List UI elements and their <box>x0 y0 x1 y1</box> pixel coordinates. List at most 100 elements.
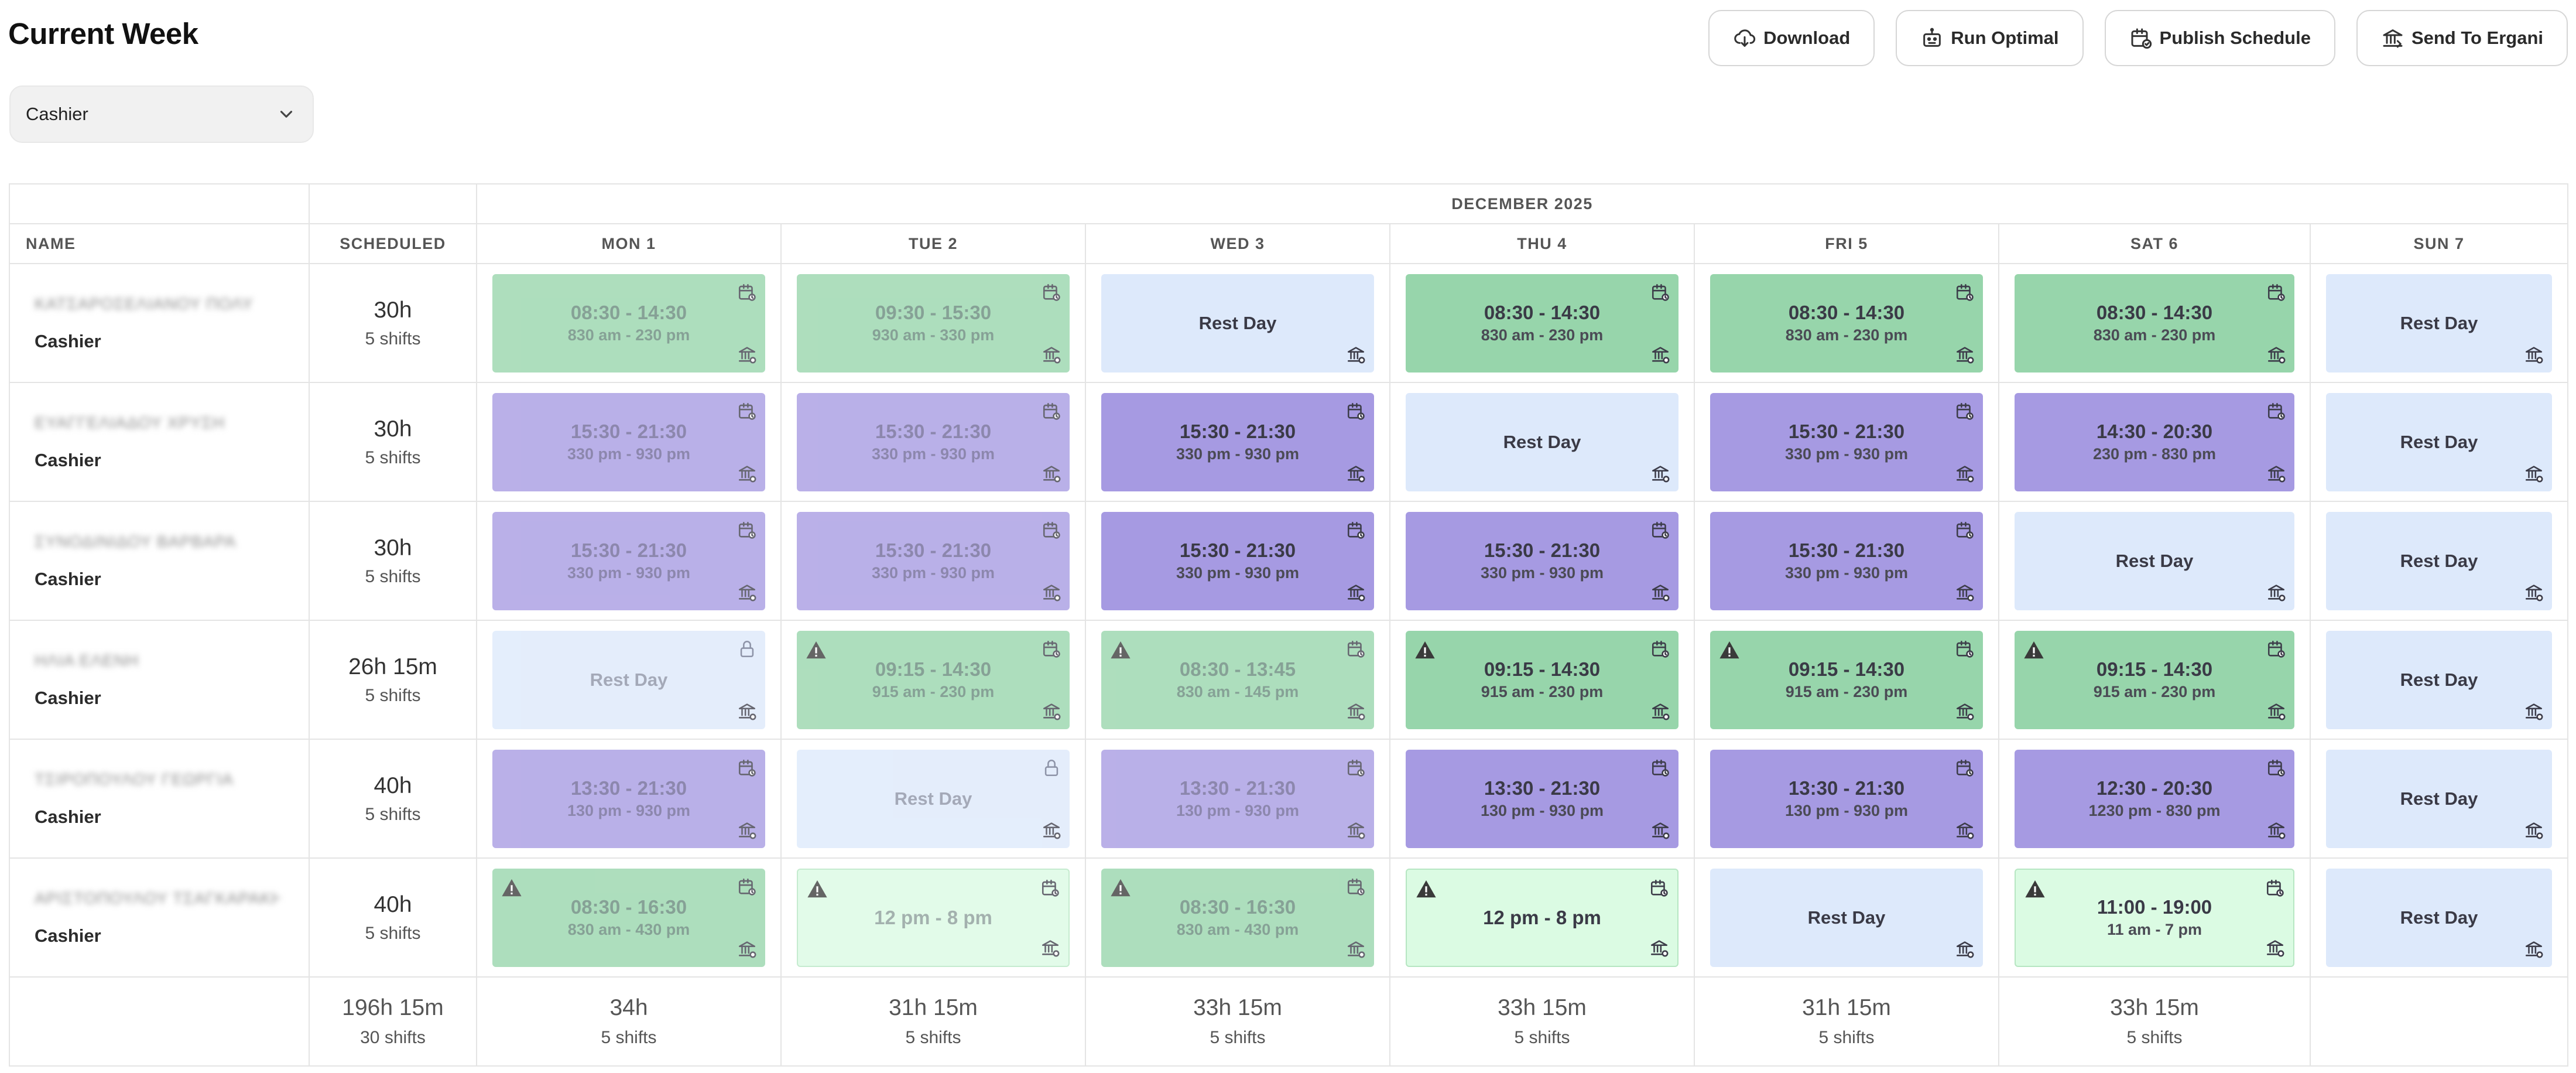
bank-icon[interactable] <box>2266 463 2286 483</box>
bank-icon[interactable] <box>1346 820 1366 840</box>
warning-icon[interactable] <box>1415 878 1437 900</box>
shift-card[interactable]: 15:30 - 21:30 330 pm - 930 pm <box>1710 392 1983 491</box>
bank-icon[interactable] <box>1346 701 1366 721</box>
calendar-clock-icon[interactable] <box>1346 401 1366 421</box>
bank-icon[interactable] <box>737 701 757 721</box>
bank-icon[interactable] <box>1955 463 1975 483</box>
calendar-clock-icon[interactable] <box>1042 282 1061 302</box>
bank-icon[interactable] <box>1040 938 1060 958</box>
warning-icon[interactable] <box>2024 878 2046 900</box>
shift-card[interactable]: 15:30 - 21:30 330 pm - 930 pm <box>1406 511 1678 610</box>
bank-icon[interactable] <box>1955 701 1975 721</box>
shift-card[interactable]: 15:30 - 21:30 330 pm - 930 pm <box>797 392 1070 491</box>
shift-card[interactable]: 09:15 - 14:30 915 am - 230 pm <box>797 630 1070 729</box>
calendar-clock-icon[interactable] <box>1346 758 1366 778</box>
warning-icon[interactable] <box>1414 639 1436 661</box>
shift-card[interactable]: 15:30 - 21:30 330 pm - 930 pm <box>492 511 765 610</box>
calendar-clock-icon[interactable] <box>1649 878 1669 898</box>
calendar-clock-icon[interactable] <box>2266 401 2286 421</box>
bank-icon[interactable] <box>737 939 757 959</box>
rest-day-card[interactable]: Rest Day <box>492 630 765 729</box>
rest-day-card[interactable]: Rest Day <box>2326 511 2552 610</box>
send-to-ergani-button[interactable]: Send To Ergani <box>2356 10 2568 66</box>
bank-icon[interactable] <box>1650 701 1670 721</box>
rest-day-card[interactable]: Rest Day <box>1101 274 1374 373</box>
bank-icon[interactable] <box>2265 938 2285 958</box>
shift-card[interactable]: 15:30 - 21:30 330 pm - 930 pm <box>492 392 765 491</box>
bank-icon[interactable] <box>1955 939 1975 959</box>
rest-day-card[interactable]: Rest Day <box>797 749 1070 848</box>
bank-icon[interactable] <box>1650 582 1670 602</box>
calendar-clock-icon[interactable] <box>2265 878 2285 898</box>
rest-day-card[interactable]: Rest Day <box>2326 274 2552 373</box>
calendar-clock-icon[interactable] <box>1346 520 1366 540</box>
bank-icon[interactable] <box>1650 344 1670 364</box>
calendar-clock-icon[interactable] <box>737 877 757 897</box>
lock-icon[interactable] <box>1042 758 1061 778</box>
bank-icon[interactable] <box>2524 344 2544 364</box>
bank-icon[interactable] <box>1042 463 1061 483</box>
bank-icon[interactable] <box>2524 463 2544 483</box>
bank-icon[interactable] <box>737 820 757 840</box>
calendar-clock-icon[interactable] <box>1650 282 1670 302</box>
bank-icon[interactable] <box>1650 463 1670 483</box>
calendar-clock-icon[interactable] <box>1042 639 1061 659</box>
calendar-clock-icon[interactable] <box>1955 282 1975 302</box>
shift-card[interactable]: 15:30 - 21:30 330 pm - 930 pm <box>1101 511 1374 610</box>
warning-icon[interactable] <box>806 878 828 900</box>
bank-icon[interactable] <box>1346 939 1366 959</box>
rest-day-card[interactable]: Rest Day <box>2015 511 2294 610</box>
shift-card[interactable]: 08:30 - 16:30 830 am - 430 pm <box>1101 868 1374 967</box>
bank-icon[interactable] <box>2266 344 2286 364</box>
download-button[interactable]: Download <box>1708 10 1875 66</box>
calendar-clock-icon[interactable] <box>1346 877 1366 897</box>
bank-icon[interactable] <box>1042 582 1061 602</box>
shift-card[interactable]: 13:30 - 21:30 130 pm - 930 pm <box>1406 749 1678 848</box>
calendar-clock-icon[interactable] <box>737 282 757 302</box>
position-select[interactable]: Cashier <box>9 86 314 143</box>
bank-icon[interactable] <box>2524 939 2544 959</box>
calendar-clock-icon[interactable] <box>1955 401 1975 421</box>
employee-cell[interactable]: ΣΥΝΟΔΙΝΙΔΟΥ ΒΑΡΒΑΡΑ Cashier <box>9 501 310 621</box>
calendar-clock-icon[interactable] <box>1042 401 1061 421</box>
employee-cell[interactable]: ΕΥΑΓΓΕΛΙΑΔΟΥ ΧΡΥΣΗ Cashier <box>9 382 310 502</box>
shift-card[interactable]: 14:30 - 20:30 230 pm - 830 pm <box>2015 392 2294 491</box>
shift-card[interactable]: 15:30 - 21:30 330 pm - 930 pm <box>797 511 1070 610</box>
shift-card[interactable]: 09:15 - 14:30 915 am - 230 pm <box>1710 630 1983 729</box>
shift-card[interactable]: 13:30 - 21:30 130 pm - 930 pm <box>1710 749 1983 848</box>
bank-icon[interactable] <box>1042 701 1061 721</box>
employee-cell[interactable]: ΚΑΤΣΑΡΟΣΕΛΙΑΝΟΥ ΠΟΛΥ Cashier <box>9 263 310 383</box>
calendar-clock-icon[interactable] <box>737 401 757 421</box>
shift-card[interactable]: 13:30 - 21:30 130 pm - 930 pm <box>492 749 765 848</box>
shift-card[interactable]: 15:30 - 21:30 330 pm - 930 pm <box>1710 511 1983 610</box>
shift-card[interactable]: 08:30 - 14:30 830 am - 230 pm <box>492 274 765 373</box>
calendar-clock-icon[interactable] <box>737 520 757 540</box>
bank-icon[interactable] <box>2524 582 2544 602</box>
calendar-clock-icon[interactable] <box>1346 639 1366 659</box>
bank-icon[interactable] <box>1346 344 1366 364</box>
warning-icon[interactable] <box>2023 639 2045 661</box>
bank-icon[interactable] <box>737 463 757 483</box>
shift-card[interactable]: 08:30 - 14:30 830 am - 230 pm <box>1710 274 1983 373</box>
shift-card[interactable]: 09:15 - 14:30 915 am - 230 pm <box>2015 630 2294 729</box>
shift-card[interactable]: 11:00 - 19:00 11 am - 7 pm <box>2015 868 2294 967</box>
bank-icon[interactable] <box>2266 582 2286 602</box>
run-optimal-button[interactable]: Run Optimal <box>1896 10 2084 66</box>
bank-icon[interactable] <box>1650 820 1670 840</box>
bank-icon[interactable] <box>2266 701 2286 721</box>
shift-card[interactable]: 08:30 - 14:30 830 am - 230 pm <box>1406 274 1678 373</box>
bank-icon[interactable] <box>737 344 757 364</box>
shift-card[interactable]: 08:30 - 16:30 830 am - 430 pm <box>492 868 765 967</box>
calendar-clock-icon[interactable] <box>737 758 757 778</box>
calendar-clock-icon[interactable] <box>2266 282 2286 302</box>
employee-cell[interactable]: ΑΡΙΣΤΟΠΟΥΛΟΥ ΤΣΑΓΚΑΡΑΚΗ ΕΛΕΝΗ Cashier <box>9 857 310 978</box>
rest-day-card[interactable]: Rest Day <box>1406 392 1678 491</box>
bank-icon[interactable] <box>1346 463 1366 483</box>
calendar-clock-icon[interactable] <box>1955 639 1975 659</box>
bank-icon[interactable] <box>1042 344 1061 364</box>
calendar-clock-icon[interactable] <box>1650 639 1670 659</box>
calendar-clock-icon[interactable] <box>2266 639 2286 659</box>
calendar-clock-icon[interactable] <box>1955 520 1975 540</box>
rest-day-card[interactable]: Rest Day <box>2326 868 2552 967</box>
rest-day-card[interactable]: Rest Day <box>2326 392 2552 491</box>
